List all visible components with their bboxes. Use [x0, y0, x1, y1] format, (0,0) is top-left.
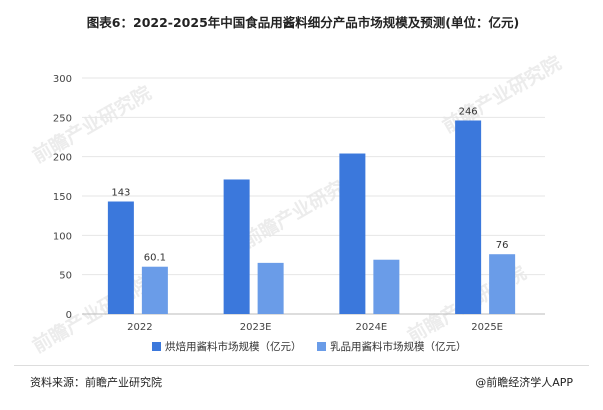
bar	[339, 153, 366, 314]
legend-swatch	[152, 342, 161, 351]
credit-note: @前瞻经济学人APP	[475, 376, 573, 389]
x-tick-label: 2022	[127, 322, 152, 333]
bar	[489, 254, 516, 314]
legend-label: 烘焙用酱料市场规模（亿元）	[165, 340, 302, 353]
source-note: 资料来源：前瞻产业研究院	[30, 376, 162, 389]
bar	[141, 266, 168, 314]
legend-label: 乳品用酱料市场规模（亿元）	[330, 340, 467, 353]
bar	[223, 179, 250, 314]
chart-title: 图表6：2022-2025年中国食品用酱料细分产品市场规模及预测(单位：亿元)	[86, 15, 520, 30]
y-tick-label: 200	[53, 153, 72, 164]
data-label: 60.1	[144, 253, 166, 264]
data-label: 143	[111, 188, 130, 199]
footer-divider	[14, 365, 589, 366]
bar	[455, 120, 482, 314]
legend-swatch	[317, 342, 326, 351]
bar	[107, 201, 134, 314]
y-tick-label: 300	[53, 74, 72, 85]
y-tick-label: 250	[53, 113, 72, 124]
x-tick-label: 2024E	[355, 322, 387, 333]
x-tick-label: 2025E	[471, 322, 503, 333]
bar	[257, 262, 284, 314]
y-tick-label: 100	[53, 231, 72, 242]
y-tick-label: 150	[53, 192, 72, 203]
watermark: 前瞻产业研究院	[28, 81, 155, 167]
data-label: 246	[459, 106, 478, 117]
bar	[373, 259, 400, 314]
x-tick-label: 2023E	[240, 322, 272, 333]
y-tick-label: 50	[59, 271, 72, 282]
y-tick-label: 0	[66, 310, 72, 321]
data-label: 76	[496, 240, 509, 251]
